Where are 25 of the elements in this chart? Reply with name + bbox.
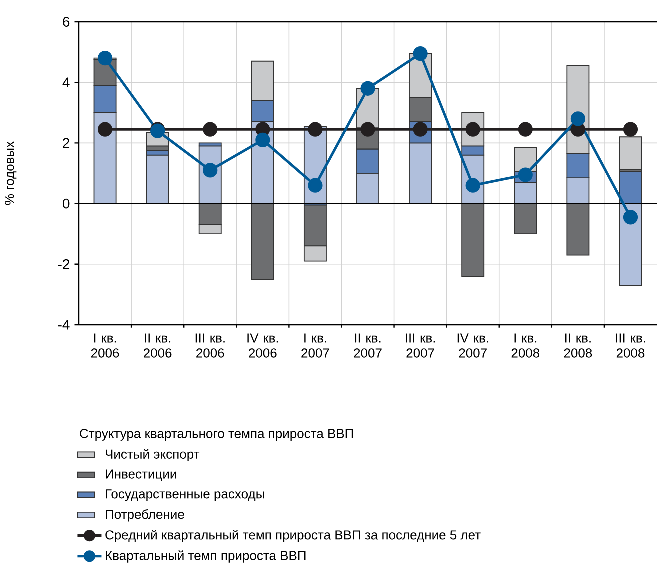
x-tick-label: I кв. 2008	[512, 334, 540, 358]
y-tick-label: 6	[63, 17, 70, 27]
legend-label: Средний квартальный темп прироста ВВП за последние 5 лет	[106, 530, 481, 542]
y-axis-title: % годовых	[5, 142, 17, 206]
x-tick-label: I кв. 2007	[302, 334, 330, 358]
y-tick-label: 0	[62, 198, 70, 209]
x-tick-label: II кв. 2008	[564, 334, 592, 358]
x-tick-label: IV кв. 2007	[458, 334, 488, 358]
x-tick-label: III кв. 2007	[406, 334, 436, 358]
x-tick-label: III кв. 2006	[196, 334, 225, 358]
y-tick-label: 4	[62, 78, 70, 88]
y-tick-label: -2	[58, 259, 70, 270]
legend-label: Инвестиции	[106, 470, 176, 482]
legend-label: Потребление	[106, 510, 184, 522]
legend-label: Чистый экспорт	[106, 449, 200, 462]
x-tick-label: III кв. 2008	[616, 334, 646, 358]
legend-label: Квартальный темп прироста ВВП	[106, 550, 306, 563]
y-tick-label: -4	[58, 320, 70, 330]
x-tick-label: II кв. 2007	[354, 334, 382, 358]
x-tick-label: I кв. 2006	[91, 334, 120, 358]
legend-title: Структура квартального темпа прироста ВВП	[80, 429, 354, 441]
legend-label: Государственные расходы	[106, 490, 264, 502]
x-tick-label: II кв. 2006	[144, 334, 172, 358]
y-tick-label: 2	[63, 138, 70, 148]
x-tick-label: IV кв. 2006	[248, 334, 278, 358]
